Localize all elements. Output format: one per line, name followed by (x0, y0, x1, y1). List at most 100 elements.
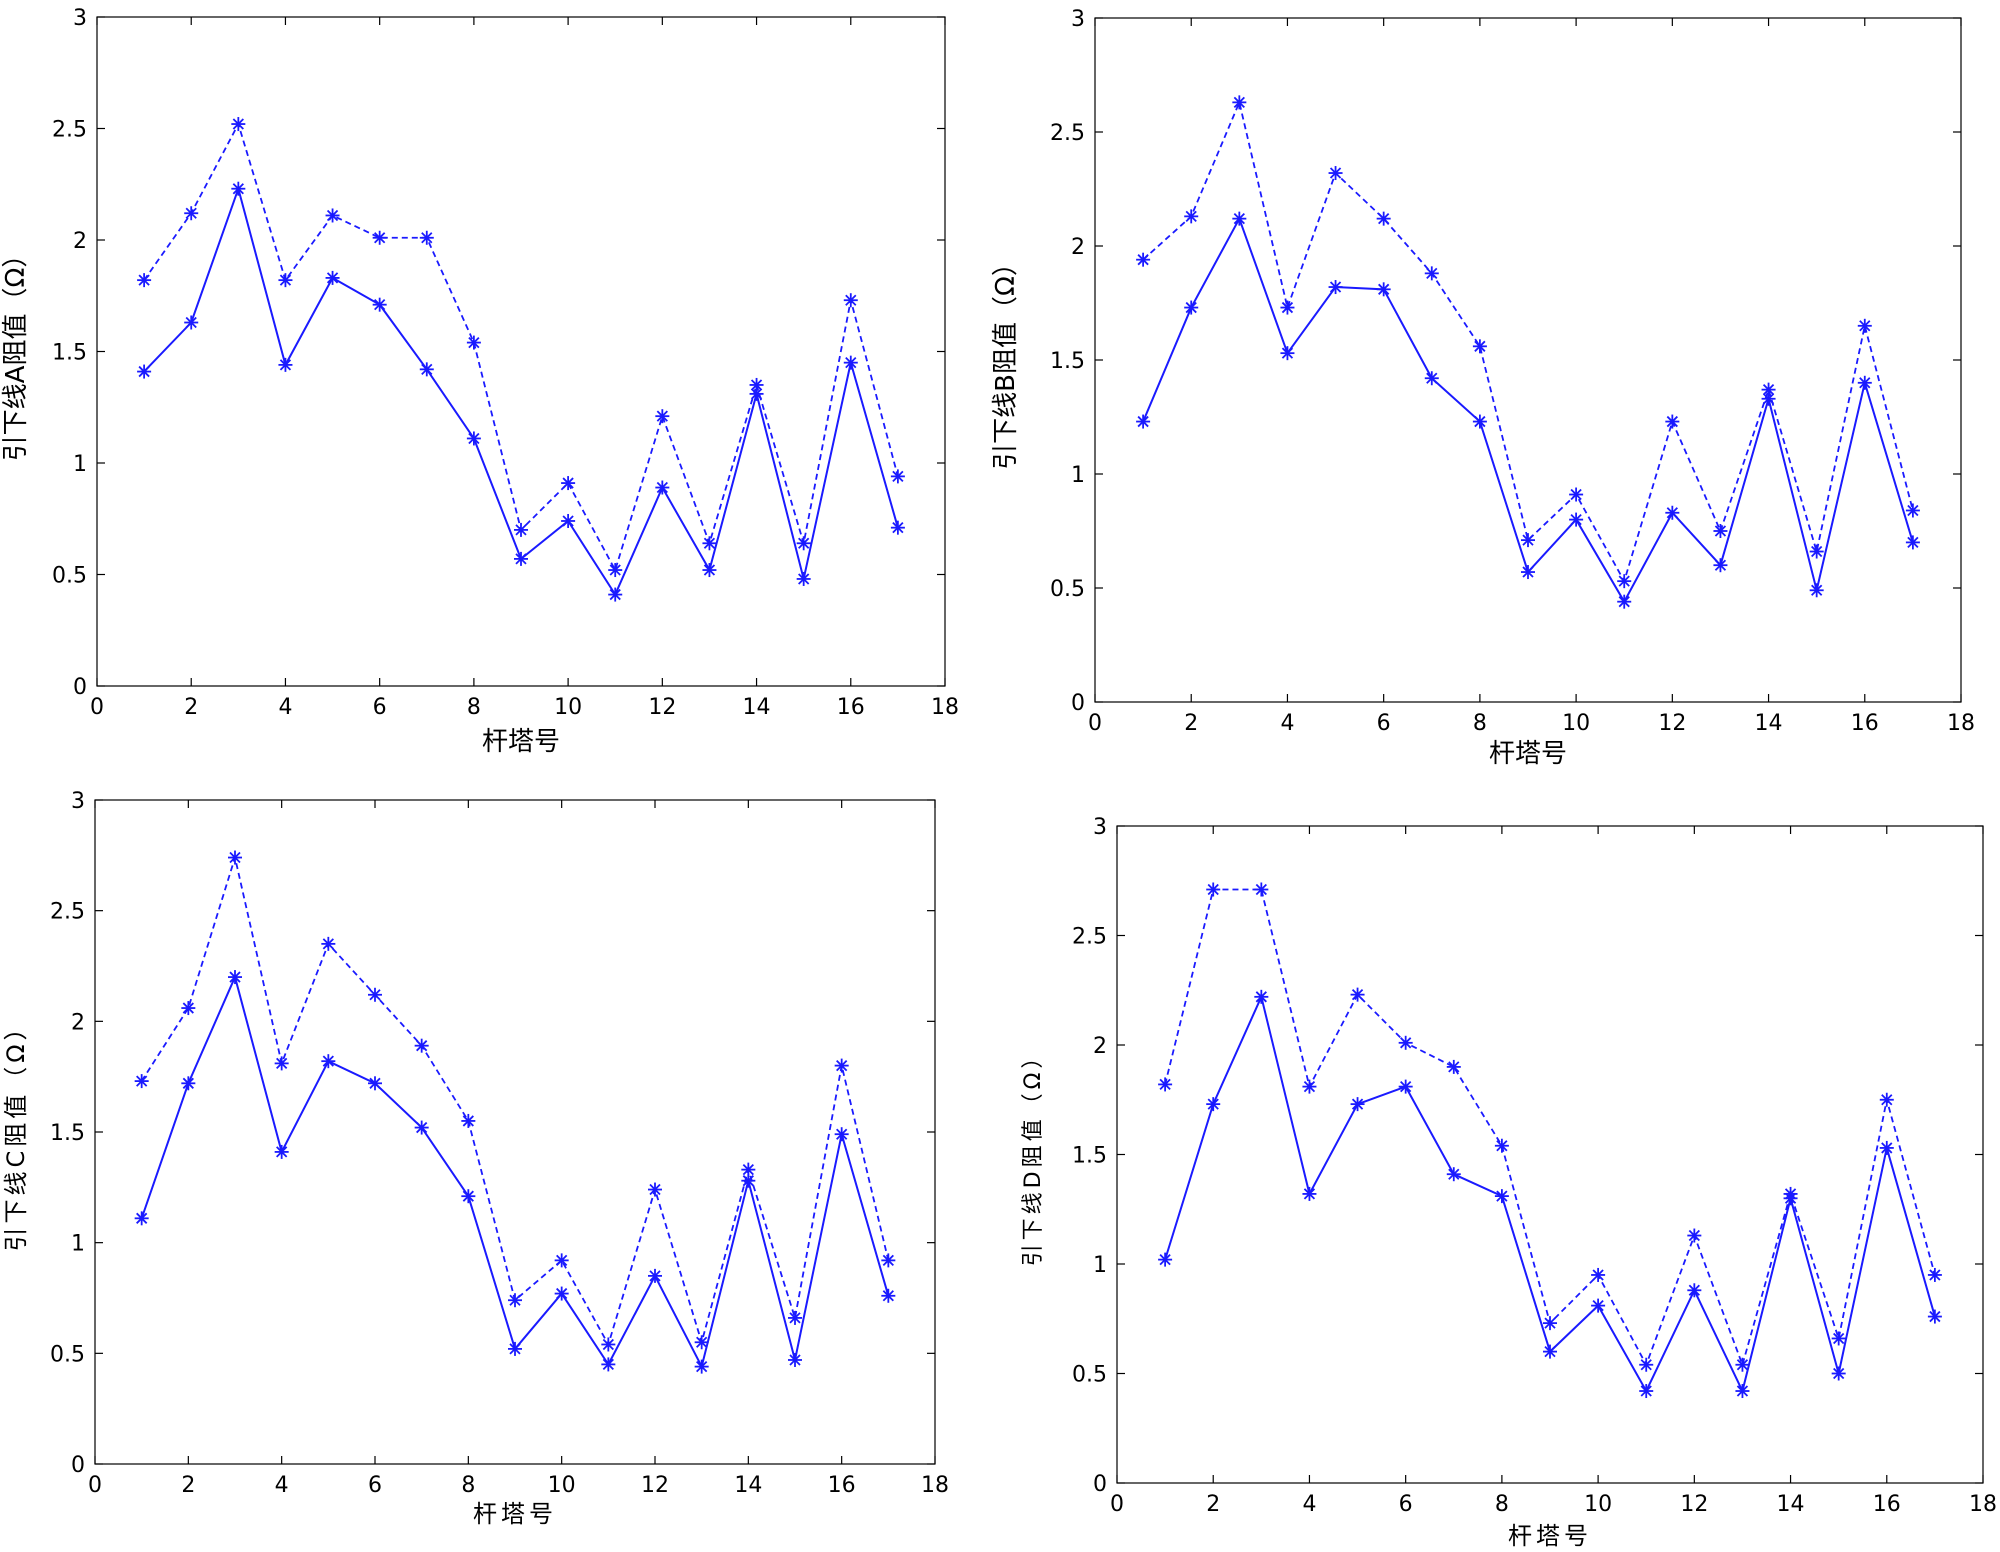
chart-b-series-solid-point (1328, 280, 1343, 295)
chart-b-series-dashed-point (1713, 524, 1728, 538)
chart-b-plot-frame (1094, 17, 1962, 703)
chart-d-series-dashed-point (1687, 1228, 1702, 1243)
chart-d-series-solid-line (1164, 993, 1936, 1394)
chart-panel-b: 0 2 4 6 8 10 12 14 16 18 0 0.5 1 1.5 2 2.5 3 杆塔号 引下线B阻值（Ω） (991, 0, 2000, 776)
chart-b-series-dashed-point (1424, 266, 1439, 281)
chart-d-series-dashed-point (1494, 1138, 1509, 1153)
chart-c-y-tick-label: 0.5 (50, 1342, 85, 1367)
chart-c-series-dashed-point (181, 1001, 196, 1016)
chart-d-series-dashed-point (1302, 1079, 1317, 1094)
chart-c-x-tick-label: 18 (921, 1473, 949, 1498)
chart-d-series-solid-point (1687, 1283, 1702, 1298)
chart-a-series-dashed-point (608, 563, 623, 578)
chart-d-x-tick-label: 6 (1399, 1492, 1413, 1517)
chart-c-series-dashed-point (134, 1074, 149, 1089)
chart-b-x-tick-label: 14 (1755, 711, 1783, 736)
chart-d-series-solid-point (1350, 1097, 1365, 1112)
chart-b-y-tick-label: 1.5 (1050, 349, 1085, 374)
chart-a-series-solid-point (608, 587, 623, 602)
chart-d-series-solid-point (1591, 1298, 1606, 1313)
chart-b-svg: 0 2 4 6 8 10 12 14 16 18 0 0.5 1 1.5 2 2.5 3 杆塔号 引下线B阻值（Ω） (991, 7, 1975, 769)
chart-d-x-tick-label: 0 (1110, 1492, 1124, 1517)
chart-c-series-solid-point (228, 970, 242, 985)
chart-d-series-dashed-line (1164, 888, 1936, 1368)
chart-c-series-dashed-point (414, 1038, 429, 1053)
chart-a-series-solid-point (278, 357, 293, 372)
chart-a-series-solid-point (419, 362, 434, 377)
chart-a-y-axis-title: 引下线A阻值（Ω） (1, 242, 31, 462)
chart-d-series-dashed-point (1591, 1267, 1606, 1282)
chart-a-y-tick-label: 0 (73, 675, 87, 700)
chart-b-series-dashed-point (1328, 166, 1343, 181)
chart-c-series-solid-point (554, 1286, 569, 1301)
chart-a-series-solid-point (137, 364, 152, 379)
chart-c-series-dashed-point (274, 1056, 289, 1071)
chart-d-x-tick-label: 10 (1584, 1492, 1612, 1517)
chart-c-series-dashed-point (741, 1162, 756, 1177)
chart-d-series-dashed-point (1206, 882, 1221, 897)
chart-b-y-tick-label: 1 (1071, 463, 1085, 488)
chart-d-x-tick-label: 18 (1969, 1492, 1997, 1517)
chart-a-series-dashed-point (702, 536, 717, 551)
chart-b-series-dashed-point (1809, 544, 1824, 559)
chart-c-series-solid-point (274, 1144, 289, 1159)
chart-c-series-dashed-point (788, 1310, 802, 1325)
chart-b-series-dashed-point (1232, 95, 1247, 110)
chart-b-x-axis-title: 杆塔号 (1489, 739, 1567, 769)
chart-a-x-tick-label: 10 (554, 695, 582, 720)
chart-a-series-dashed-point (137, 273, 152, 288)
chart-a-series-dashed-point (184, 206, 199, 221)
chart-b-x-tick-label: 0 (1088, 711, 1102, 736)
chart-a-y-tick-label: 2 (73, 229, 87, 254)
chart-d-series-solid-point (1831, 1366, 1846, 1381)
chart-c-y-tick-label: 3 (71, 789, 85, 814)
chart-c-x-tick-label: 8 (461, 1473, 475, 1498)
chart-d-series-dashed-point (1639, 1357, 1654, 1372)
chart-d-series-solid-point (1927, 1309, 1942, 1324)
chart-panel-a: 0 2 4 6 8 10 12 14 16 18 0 0.5 1 1.5 2 2.5 3 杆塔号 引下线A阻值（Ω） (0, 0, 1000, 776)
chart-b-series-solid-point (1376, 282, 1391, 297)
chart-a-y-tick-label: 0.5 (52, 564, 87, 589)
chart-b-series-solid-point (1232, 211, 1247, 226)
chart-d-series-dashed-point (1543, 1316, 1557, 1331)
chart-d-series-dashed-point (1350, 987, 1365, 1002)
chart-a-series-dashed-point (514, 522, 528, 537)
chart-c-x-tick-label: 4 (275, 1473, 289, 1498)
chart-c-x-tick-label: 6 (368, 1473, 382, 1498)
chart-a-series-solid-point (325, 270, 340, 285)
chart-a-series-dashed-point (749, 377, 764, 392)
chart-d-series-dashed-point (1254, 882, 1269, 897)
chart-c-x-tick-label: 2 (181, 1473, 195, 1498)
chart-c-series-dashed-point (648, 1182, 662, 1197)
chart-a-y-tick-label: 2.5 (52, 118, 87, 143)
chart-a-series-dashed-point (419, 230, 434, 245)
chart-a-series-dashed-point (561, 476, 576, 491)
chart-c-series-solid-point (181, 1076, 196, 1091)
chart-a-series-solid-point (466, 431, 481, 446)
chart-a-series-dashed-point (843, 293, 858, 308)
chart-d-series-solid-point (1639, 1384, 1654, 1399)
chart-d-x-tick-label: 14 (1777, 1492, 1805, 1517)
chart-b-y-tick-label: 2.5 (1050, 121, 1085, 146)
chart-a-x-tick-label: 6 (373, 695, 387, 720)
chart-b-series-solid-point (1617, 594, 1632, 609)
chart-b-series-dashed-point (1665, 414, 1680, 429)
chart-d-series-dashed-point (1927, 1267, 1942, 1282)
chart-c-x-axis-title: 杆塔号 (473, 1500, 557, 1528)
chart-b-y-axis-title: 引下线B阻值（Ω） (991, 250, 1021, 470)
chart-a-series-dashed-point (372, 230, 387, 245)
chart-b-series-solid-point (1280, 346, 1295, 361)
chart-a-x-tick-label: 8 (467, 695, 481, 720)
chart-b-x-tick-label: 16 (1851, 711, 1879, 736)
chart-a-series-solid-point (231, 181, 246, 196)
chart-d-series-dashed-point (1158, 1077, 1173, 1092)
chart-b-x-tick-label: 4 (1280, 711, 1294, 736)
chart-a-x-tick-label: 12 (648, 695, 676, 720)
chart-d-series-solid-point (1446, 1167, 1461, 1182)
chart-a-plot-frame (96, 16, 946, 687)
chart-a-series-solid-point (561, 513, 576, 528)
chart-a-series-dashed-point (466, 335, 481, 350)
chart-c-plot-frame (94, 799, 936, 1465)
chart-b-series-dashed-point (1617, 574, 1632, 589)
chart-c-series-solid-point (648, 1268, 662, 1283)
